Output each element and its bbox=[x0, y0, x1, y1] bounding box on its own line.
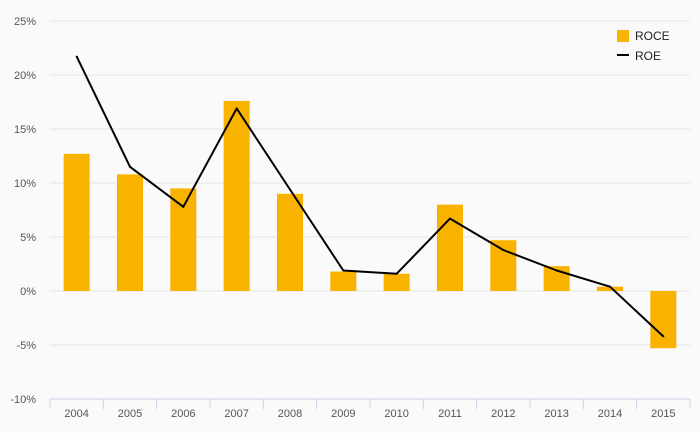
y-tick-label: 20% bbox=[14, 70, 36, 82]
x-tick-label: 2004 bbox=[64, 408, 88, 420]
bar-roce-2008 bbox=[277, 193, 303, 291]
x-tick-label: 2010 bbox=[384, 408, 408, 420]
point-roe-2013 bbox=[555, 269, 558, 272]
x-tick-label: 2005 bbox=[118, 408, 142, 420]
bar-roce-2011 bbox=[437, 204, 463, 291]
y-tick-label: 5% bbox=[20, 232, 36, 244]
x-tick-label: 2009 bbox=[331, 408, 355, 420]
point-roe-2010 bbox=[395, 272, 398, 275]
legend-label-roce: ROCE bbox=[635, 29, 670, 43]
y-tick-label: 0% bbox=[20, 286, 36, 298]
bar-roce-2012 bbox=[490, 240, 517, 291]
grid bbox=[50, 20, 690, 400]
point-roe-2006 bbox=[182, 205, 185, 208]
point-roe-2009 bbox=[342, 269, 345, 272]
x-tick-label: 2013 bbox=[544, 408, 568, 420]
legend[interactable]: ROCE ROE bbox=[617, 29, 670, 63]
bar-roce-2010 bbox=[383, 273, 410, 291]
point-roe-2011 bbox=[449, 217, 451, 220]
x-tick-label: 2015 bbox=[651, 408, 675, 420]
point-roe-2007 bbox=[235, 107, 238, 110]
x-tick-label: 2011 bbox=[438, 408, 462, 420]
y-tick-label: 15% bbox=[14, 124, 36, 136]
point-roe-2015 bbox=[662, 335, 665, 338]
x-axis: 2004 2005 2006 2007 2008 2009 2010 2011 2012 2013… bbox=[49, 398, 691, 420]
y-tick-label: 25% bbox=[14, 16, 36, 28]
bar-roce-2009 bbox=[330, 271, 357, 291]
legend-swatch-roce bbox=[617, 30, 629, 42]
point-roe-2008 bbox=[289, 188, 291, 191]
y-tick-label: -10% bbox=[10, 394, 36, 406]
bar-roce-2014 bbox=[597, 286, 623, 291]
y-axis: 25% 20% 15% 10% 5% 0% -5% -10% bbox=[10, 16, 36, 406]
bar-roce-2005 bbox=[117, 174, 143, 291]
legend-label-roe: ROE bbox=[635, 49, 661, 63]
x-tick-label: 2007 bbox=[224, 408, 248, 420]
bar-roce-2004 bbox=[63, 153, 90, 291]
bar-roce-2015 bbox=[650, 291, 677, 349]
bar-roce-2007 bbox=[223, 100, 250, 291]
y-tick-label: -5% bbox=[16, 340, 36, 352]
x-tick-label: 2006 bbox=[171, 408, 195, 420]
x-tick-label: 2012 bbox=[491, 408, 515, 420]
y-tick-label: 10% bbox=[14, 178, 36, 190]
x-tick-label: 2008 bbox=[278, 408, 302, 420]
bar-series bbox=[63, 100, 677, 349]
bar-roce-2006 bbox=[170, 188, 197, 291]
legend-item-roe[interactable]: ROE bbox=[617, 49, 661, 63]
legend-item-roce[interactable]: ROCE bbox=[617, 29, 670, 43]
x-tick-label: 2014 bbox=[598, 408, 622, 420]
point-roe-2014 bbox=[609, 285, 611, 288]
line-series bbox=[75, 55, 665, 338]
line-roe bbox=[75, 56, 664, 338]
point-roe-2004 bbox=[75, 55, 78, 58]
point-roe-2005 bbox=[129, 165, 131, 168]
point-roe-2012 bbox=[502, 248, 505, 251]
